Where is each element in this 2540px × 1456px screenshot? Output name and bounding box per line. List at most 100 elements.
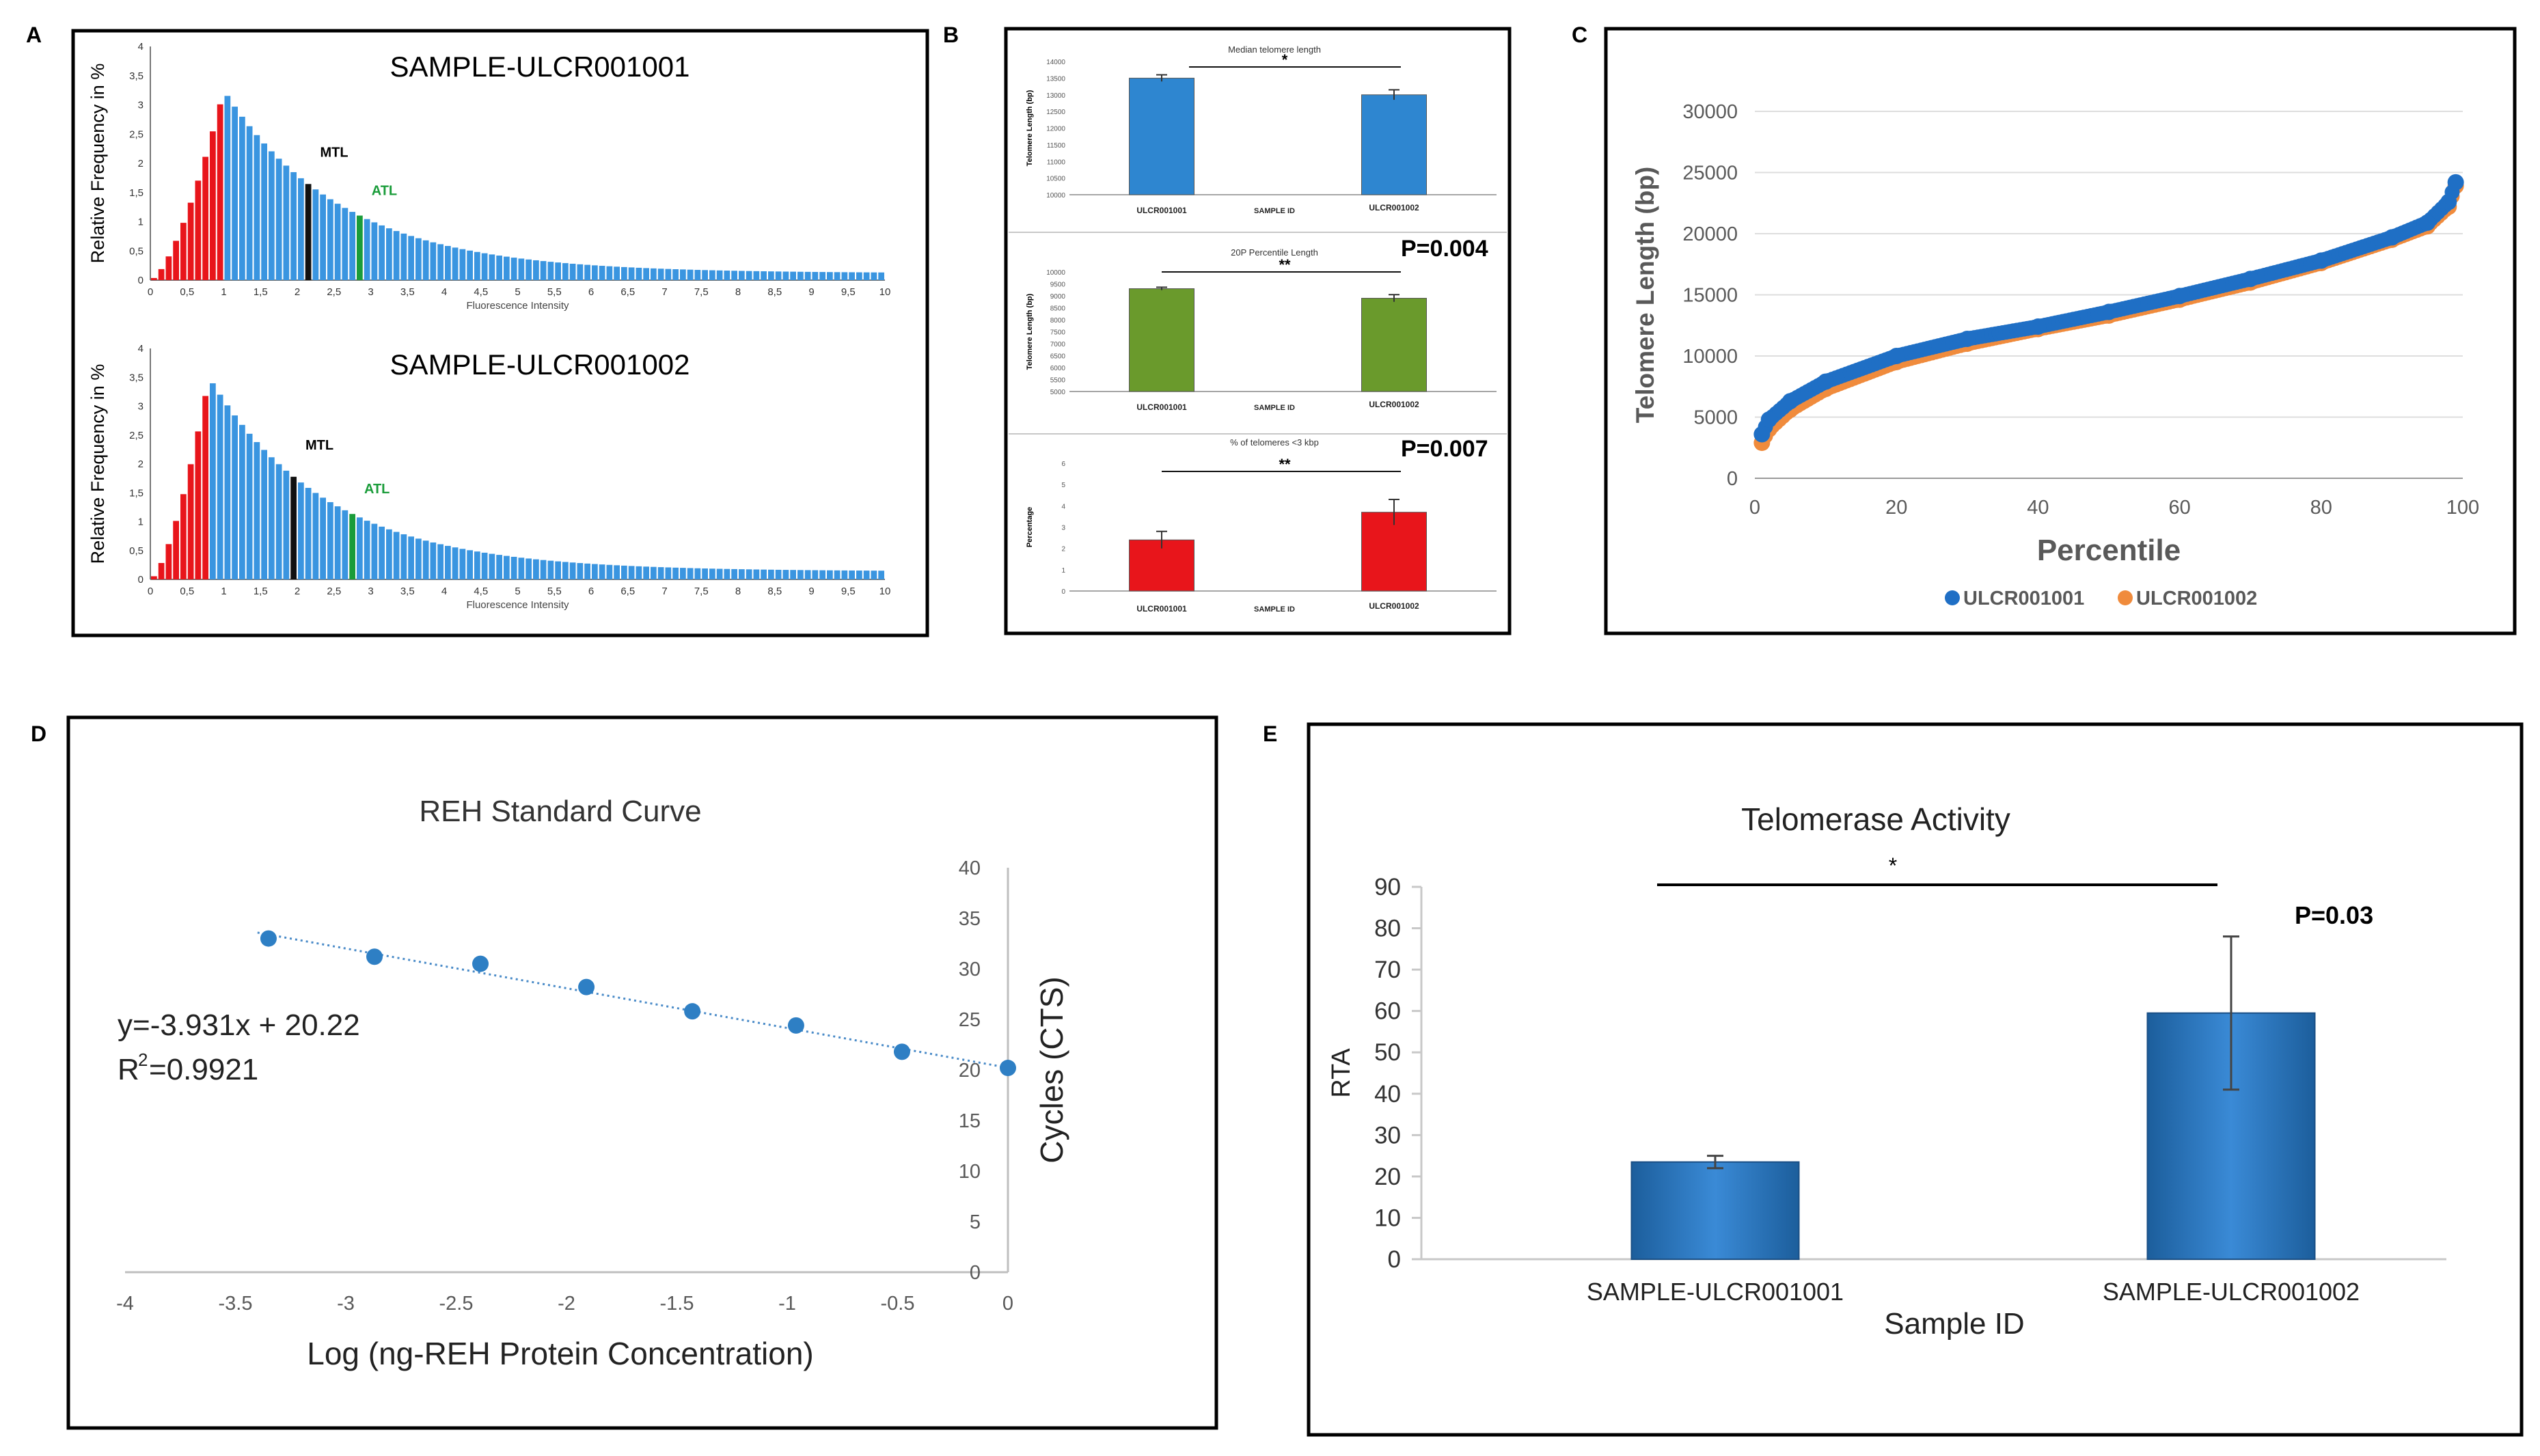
histogram-bar bbox=[599, 266, 605, 280]
histogram-bar bbox=[761, 271, 767, 280]
histogram-bar bbox=[445, 245, 451, 280]
y-tick-label: 10 bbox=[1374, 1205, 1401, 1231]
x-tick-label: 0,5 bbox=[180, 586, 194, 597]
x-axis-label: Percentile bbox=[2037, 534, 2181, 567]
y-tick-label: 0 bbox=[138, 574, 144, 586]
histogram-bar bbox=[415, 538, 422, 579]
histogram-bar bbox=[614, 266, 620, 280]
histogram-bar bbox=[400, 233, 407, 280]
histogram-bar bbox=[680, 568, 686, 579]
histogram-bar bbox=[849, 272, 855, 280]
x-tick-label: 4,5 bbox=[474, 286, 488, 298]
histogram-bar bbox=[672, 269, 679, 280]
x-tick-label: -1.5 bbox=[660, 1293, 694, 1315]
histogram-bar bbox=[761, 569, 767, 579]
histogram-bar bbox=[665, 269, 672, 280]
histogram-bar bbox=[657, 269, 664, 280]
histogram-bar bbox=[504, 256, 510, 280]
histogram-bar bbox=[533, 260, 539, 280]
data-point bbox=[1958, 330, 1976, 347]
y-tick-label: 1,5 bbox=[129, 187, 144, 199]
y-tick-label: 40 bbox=[1374, 1081, 1401, 1108]
x-tick-label: 4 bbox=[441, 586, 447, 597]
histogram-bar bbox=[437, 244, 443, 280]
x-axis-label: SAMPLE ID bbox=[1254, 605, 1295, 614]
p-value: P=0.03 bbox=[2295, 901, 2373, 929]
histogram-bar bbox=[151, 576, 157, 579]
histogram-bar bbox=[239, 424, 245, 579]
data-point bbox=[1753, 426, 1771, 443]
y-tick-label: 6000 bbox=[1050, 365, 1066, 372]
histogram-bar bbox=[217, 104, 223, 280]
y-tick-label: 50 bbox=[1374, 1039, 1401, 1066]
r-squared-prefix: R bbox=[118, 1053, 139, 1086]
data-point bbox=[2171, 288, 2188, 305]
histogram-bar bbox=[606, 564, 613, 579]
histogram-bar bbox=[863, 571, 870, 579]
x-tick-label: 3,5 bbox=[400, 586, 415, 597]
histogram-bar bbox=[151, 277, 157, 280]
histogram-bar bbox=[261, 450, 267, 579]
histogram-bar bbox=[165, 256, 172, 280]
legend-marker bbox=[2118, 590, 2133, 605]
data-point bbox=[2101, 303, 2117, 320]
histogram-bar bbox=[834, 570, 841, 579]
histogram-bar bbox=[709, 568, 715, 579]
significance-stars: * bbox=[1282, 51, 1288, 68]
histogram-bar bbox=[408, 236, 414, 280]
histogram-bar bbox=[716, 568, 723, 579]
histogram-bar bbox=[261, 143, 267, 280]
x-tick-label: -4 bbox=[116, 1293, 134, 1315]
histogram-bar bbox=[555, 262, 561, 280]
histogram-bar bbox=[474, 251, 480, 280]
histogram-bar bbox=[827, 272, 833, 280]
x-axis-label: SAMPLE ID bbox=[1254, 404, 1295, 412]
histogram-bar bbox=[210, 131, 216, 280]
histogram-bar bbox=[569, 263, 576, 280]
histogram-bar bbox=[797, 570, 804, 579]
category-label: ULCR001001 bbox=[1136, 402, 1187, 412]
data-point bbox=[1760, 411, 1777, 428]
histogram-bar bbox=[694, 568, 701, 579]
x-tick-label: 7,5 bbox=[694, 586, 709, 597]
x-tick-label: 1 bbox=[221, 286, 226, 298]
histogram-bar bbox=[724, 568, 730, 579]
y-tick-label: 0 bbox=[1727, 468, 1738, 490]
x-tick-label: 7 bbox=[661, 586, 667, 597]
y-tick-label: 30 bbox=[1374, 1122, 1401, 1149]
y-axis-label: RTA bbox=[1327, 1048, 1356, 1098]
significance-stars: ** bbox=[1279, 256, 1291, 273]
histogram-bar bbox=[672, 567, 679, 579]
data-point bbox=[2030, 318, 2047, 335]
data-point bbox=[1817, 373, 1834, 390]
bar bbox=[1361, 298, 1427, 392]
y-tick-label: 0,5 bbox=[129, 245, 144, 257]
histogram-bar bbox=[173, 521, 179, 579]
histogram-bar bbox=[775, 271, 782, 280]
annotation-label: MTL bbox=[320, 145, 349, 160]
histogram-bar bbox=[327, 502, 333, 579]
y-tick-label: 10 bbox=[959, 1161, 981, 1183]
x-tick-label: 4 bbox=[441, 286, 447, 298]
y-tick-label: 15000 bbox=[1682, 285, 1738, 307]
x-tick-label: 2,5 bbox=[327, 586, 341, 597]
histogram-bar bbox=[584, 264, 590, 280]
histogram-bar bbox=[555, 561, 561, 579]
y-tick-label: 20 bbox=[959, 1060, 981, 1082]
panel-a: SAMPLE-ULCR001001 0 0,5 1 1,5 2 2,5 3 3,5 4 0 0,5 1 1… bbox=[87, 41, 890, 611]
histogram-bar bbox=[195, 431, 202, 579]
histogram-bar bbox=[878, 571, 884, 579]
x-tick-label: 10 bbox=[879, 586, 891, 597]
r-squared-value: =0.9921 bbox=[149, 1053, 258, 1086]
histogram-bar bbox=[305, 184, 312, 280]
histogram-bar bbox=[606, 266, 613, 280]
histogram-bar bbox=[614, 565, 620, 579]
hist-title: SAMPLE-ULCR001002 bbox=[390, 348, 690, 381]
y-tick-label: 15 bbox=[959, 1110, 981, 1132]
histogram-bar bbox=[533, 559, 539, 579]
histogram-bar bbox=[246, 433, 253, 579]
histogram-bar bbox=[489, 254, 495, 280]
panel-b-frame bbox=[1004, 27, 1512, 635]
panel-a-frame bbox=[71, 29, 929, 637]
histogram-bar bbox=[812, 271, 819, 280]
